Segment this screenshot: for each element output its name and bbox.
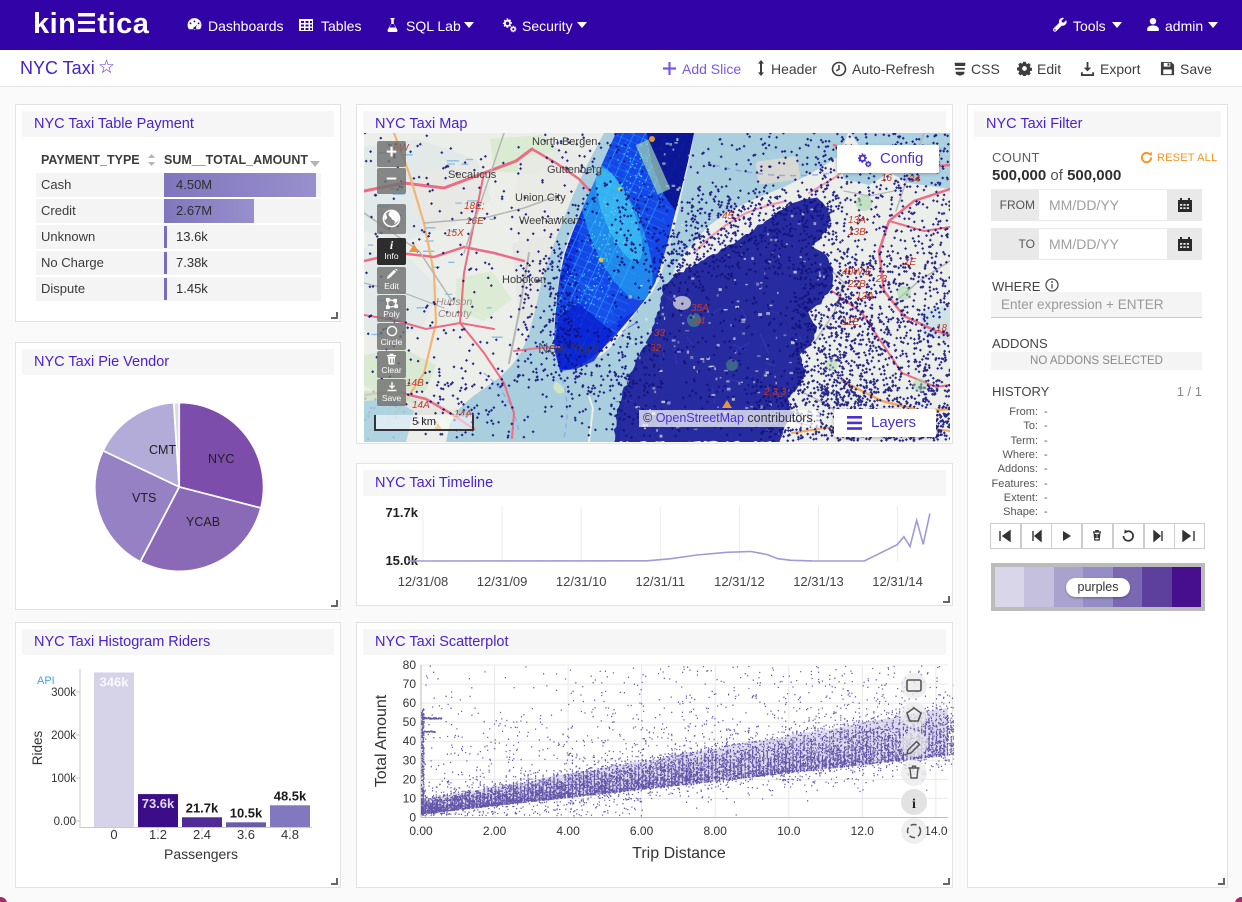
svg-text:12A: 12A [856, 291, 874, 302]
svg-text:30: 30 [403, 753, 417, 767]
svg-text:13B: 13B [848, 227, 866, 238]
svg-text:2.4: 2.4 [193, 827, 211, 842]
svg-text:14.0: 14.0 [924, 824, 948, 838]
svg-text:Trip Distance: Trip Distance [632, 845, 726, 862]
svg-text:10.5k: 10.5k [230, 805, 263, 820]
svg-text:8.00: 8.00 [704, 824, 728, 838]
svg-text:NYC: NYC [208, 452, 234, 466]
svg-text:11E: 11E [842, 317, 859, 328]
svg-text:15X: 15X [446, 228, 464, 239]
svg-text:16: 16 [881, 173, 893, 184]
svg-text:County: County [438, 308, 472, 320]
svg-text:14A: 14A [454, 409, 472, 420]
svg-text:12/31/08: 12/31/08 [398, 574, 449, 589]
svg-text:API: API [37, 675, 55, 687]
svg-text:200k: 200k [51, 730, 76, 742]
svg-text:Hudson: Hudson [436, 296, 472, 308]
svg-text:18E;: 18E; [464, 201, 485, 212]
svg-text:2,3,3: 2,3,3 [763, 387, 787, 398]
svg-text:Guttenberg: Guttenberg [547, 164, 602, 176]
svg-text:22B: 22B [847, 279, 866, 290]
svg-text:12/31/10: 12/31/10 [556, 574, 607, 589]
svg-text:2.00: 2.00 [483, 824, 507, 838]
svg-text:Rides: Rides [30, 730, 45, 765]
svg-text:Secaucus: Secaucus [448, 169, 497, 181]
svg-text:14A: 14A [412, 400, 430, 411]
svg-text:12/31/12: 12/31/12 [714, 574, 765, 589]
svg-text:71.7k: 71.7k [385, 505, 418, 520]
svg-text:40: 40 [403, 734, 417, 748]
svg-text:12/31/13: 12/31/13 [793, 574, 844, 589]
svg-text:4.00: 4.00 [556, 824, 580, 838]
svg-text:48.5k: 48.5k [274, 788, 307, 803]
svg-text:13A: 13A [848, 215, 866, 226]
svg-text:i: i [912, 797, 916, 812]
svg-text:60: 60 [403, 696, 417, 710]
svg-text:34: 34 [909, 174, 921, 185]
svg-text:14B: 14B [406, 378, 424, 389]
svg-text:0: 0 [409, 811, 416, 825]
svg-text:21.7k: 21.7k [186, 800, 219, 815]
svg-text:80: 80 [403, 658, 417, 672]
svg-text:1E: 1E [904, 257, 917, 268]
svg-text:0.00: 0.00 [54, 816, 76, 828]
svg-text:VTS: VTS [132, 491, 156, 505]
svg-text:40W,E: 40W,E [842, 267, 872, 278]
svg-text:70: 70 [403, 677, 417, 691]
svg-text:300k: 300k [51, 687, 76, 699]
svg-text:20: 20 [403, 772, 417, 786]
svg-text:16E: 16E [466, 216, 484, 227]
svg-text:35A: 35A [691, 303, 709, 314]
svg-text:50: 50 [403, 715, 417, 729]
svg-text:12/31/09: 12/31/09 [477, 574, 528, 589]
svg-text:32: 32 [650, 343, 662, 354]
svg-text:12/31/11: 12/31/11 [635, 574, 685, 589]
svg-text:1.2: 1.2 [149, 827, 167, 842]
svg-text:New York: New York [538, 341, 600, 357]
svg-text:15.0k: 15.0k [385, 553, 418, 568]
svg-text:6.00: 6.00 [630, 824, 654, 838]
svg-text:0.00: 0.00 [409, 824, 433, 838]
svg-text:34: 34 [694, 316, 706, 327]
svg-text:100k: 100k [51, 773, 76, 785]
svg-text:Total Amount: Total Amount [373, 694, 390, 787]
svg-text:North Bergen: North Bergen [532, 136, 597, 148]
svg-text:3.6: 3.6 [237, 827, 255, 842]
svg-text:Passengers: Passengers [164, 846, 238, 862]
svg-text:4.8: 4.8 [281, 827, 299, 842]
svg-text:10: 10 [403, 791, 417, 805]
svg-text:12.0: 12.0 [851, 824, 875, 838]
svg-text:Hoboken: Hoboken [502, 274, 546, 286]
svg-text:18: 18 [936, 323, 948, 334]
svg-text:10.0: 10.0 [777, 824, 801, 838]
svg-text:CMT: CMT [149, 443, 176, 457]
svg-text:12/31/14: 12/31/14 [872, 574, 923, 589]
svg-text:Weehawken: Weehawken [519, 215, 579, 227]
svg-text:346k: 346k [100, 675, 130, 690]
svg-text:73.6k: 73.6k [142, 796, 175, 811]
svg-text:23: 23 [875, 274, 888, 285]
svg-text:YCAB: YCAB [186, 515, 220, 529]
svg-text:Union City: Union City [515, 192, 566, 204]
svg-text:45: 45 [722, 211, 734, 222]
svg-text:33: 33 [654, 328, 666, 339]
svg-text:0: 0 [110, 827, 117, 842]
